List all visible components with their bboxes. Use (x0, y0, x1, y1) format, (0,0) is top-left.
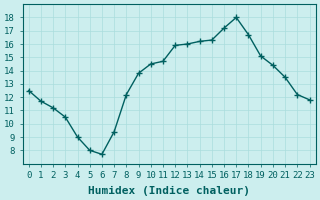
X-axis label: Humidex (Indice chaleur): Humidex (Indice chaleur) (88, 186, 250, 196)
